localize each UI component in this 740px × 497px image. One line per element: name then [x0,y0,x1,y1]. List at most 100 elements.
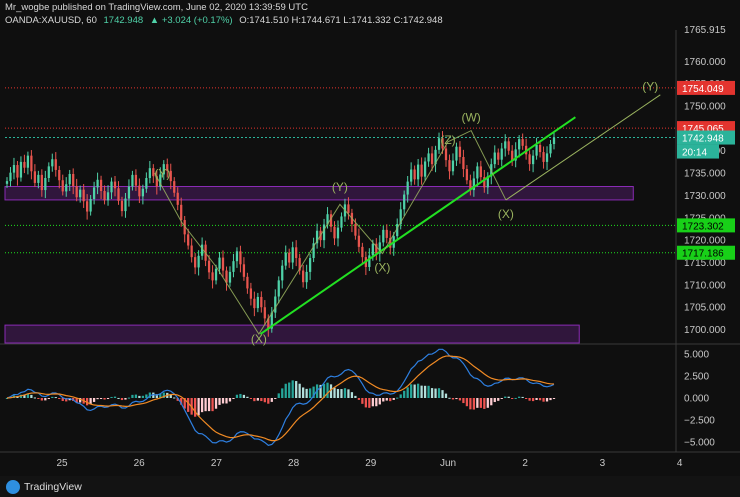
candle-body [225,270,228,283]
candle-body [148,168,151,179]
candle-body [267,318,270,329]
macd-histogram-bar [145,394,148,398]
projection-line [505,94,661,201]
macd-histogram-bar [437,388,441,398]
candle-body [110,181,113,193]
price-tag-label-4: 1717.186 [682,249,724,260]
macd-histogram-bar [521,396,524,398]
candle-body [448,160,451,172]
symbol-name[interactable]: OANDA:XAUUSD, 60 [5,15,97,26]
macd-histogram-bar [113,396,117,398]
macd-histogram-bar [378,398,381,405]
macd-histogram-bar [54,397,57,399]
macd-histogram-bar [141,395,145,398]
candle-body [263,307,266,319]
price-tag-bg-3 [677,218,735,233]
macd-histogram-bar [235,394,239,398]
macd-histogram-bar [371,398,374,407]
candle-body [361,246,364,258]
macd-histogram-bar [138,395,141,398]
macd-histogram-bar [511,398,514,399]
price-tick-label: 1720.000 [684,236,726,247]
candle-body [441,138,444,149]
candle-body [389,237,392,248]
macd-histogram-bar [396,397,399,399]
macd-histogram-bar [434,388,437,398]
macd-histogram-bar [347,389,350,398]
macd-histogram-bar [340,389,343,398]
price-tick-label: 1760.000 [684,57,726,68]
candle-body [162,164,165,175]
macd-histogram-bar [106,398,110,399]
candle-body [444,148,448,161]
candle-body [228,271,232,283]
macd-histogram-bar [131,394,134,398]
candle-body [458,146,462,157]
candle-body [9,172,12,182]
candle-body [549,144,552,154]
footer-brand: TradingView [24,481,82,493]
candle-body [131,174,134,187]
macd-histogram-bar [30,394,33,398]
time-tick-label: 4 [677,458,683,469]
macd-histogram-bar [37,398,40,399]
price-tag-bg-4 [677,245,735,260]
candle-body [127,186,131,199]
candle-body [79,189,82,198]
candle-body [194,257,197,268]
publish-line: Mr_wogbe published on TradingView.com, J… [5,2,308,13]
macd-histogram-bar [441,390,444,398]
macd-histogram-bar [40,398,43,401]
candle-body [218,257,221,269]
green-trendline [259,116,576,335]
price-tag-label-3: 1723.302 [682,221,724,232]
macd-histogram-bar [214,398,218,409]
candle-body [89,199,92,212]
macd-histogram-bar [455,398,458,400]
candle-body [291,247,294,263]
candle-body [472,178,475,191]
macd-histogram-bar [343,388,347,398]
candle-body [465,169,469,181]
macd-histogram-bar [51,396,54,398]
price-tick-label: 1705.000 [684,303,726,314]
macd-histogram-bar [298,383,301,398]
macd-histogram-bar [274,398,277,399]
candle-body [211,272,214,281]
time-tick-label: 26 [134,458,146,469]
macd-histogram-bar [65,398,68,402]
macd-histogram-bar [490,398,493,406]
macd-histogram-bar [92,398,96,402]
candle-body [469,180,472,191]
candle-body [155,176,158,187]
macd-histogram-bar [194,398,197,417]
candle-body [173,181,176,193]
candle-body [274,296,277,313]
chart-header: Mr_wogbe published on TradingView.com, J… [0,0,740,30]
macd-histogram-bar [500,398,503,399]
macd-histogram-bar [99,398,103,399]
macd-histogram-bar [249,398,253,399]
price-change: ▲ +3.024 (+0.17%) [149,15,233,26]
candle-body [51,159,54,167]
candle-body [19,161,23,178]
macd-histogram-bar [134,394,138,398]
candle-body [410,169,413,182]
candle-body [5,181,9,184]
candle-body [113,181,117,189]
wave-label-3: (X) [374,260,390,274]
macd-histogram-bar [270,398,273,402]
macd-histogram-bar [469,398,472,410]
macd-histogram-bar [448,397,451,399]
time-tick-label: 27 [211,458,223,469]
chart-canvas[interactable]: 1700.000 1705.000 1710.000 1715.000 1720.000… [0,0,740,476]
macd-histogram-bar [89,398,92,405]
macd-histogram-bar [246,396,249,398]
candle-body [117,188,120,201]
candle-body [413,169,416,180]
candle-body [30,155,33,172]
price-tag-label-1: 1745.065 [682,124,724,135]
tradingview-logo-icon [6,480,20,494]
candle-body [138,185,141,197]
candle-body [434,149,437,165]
